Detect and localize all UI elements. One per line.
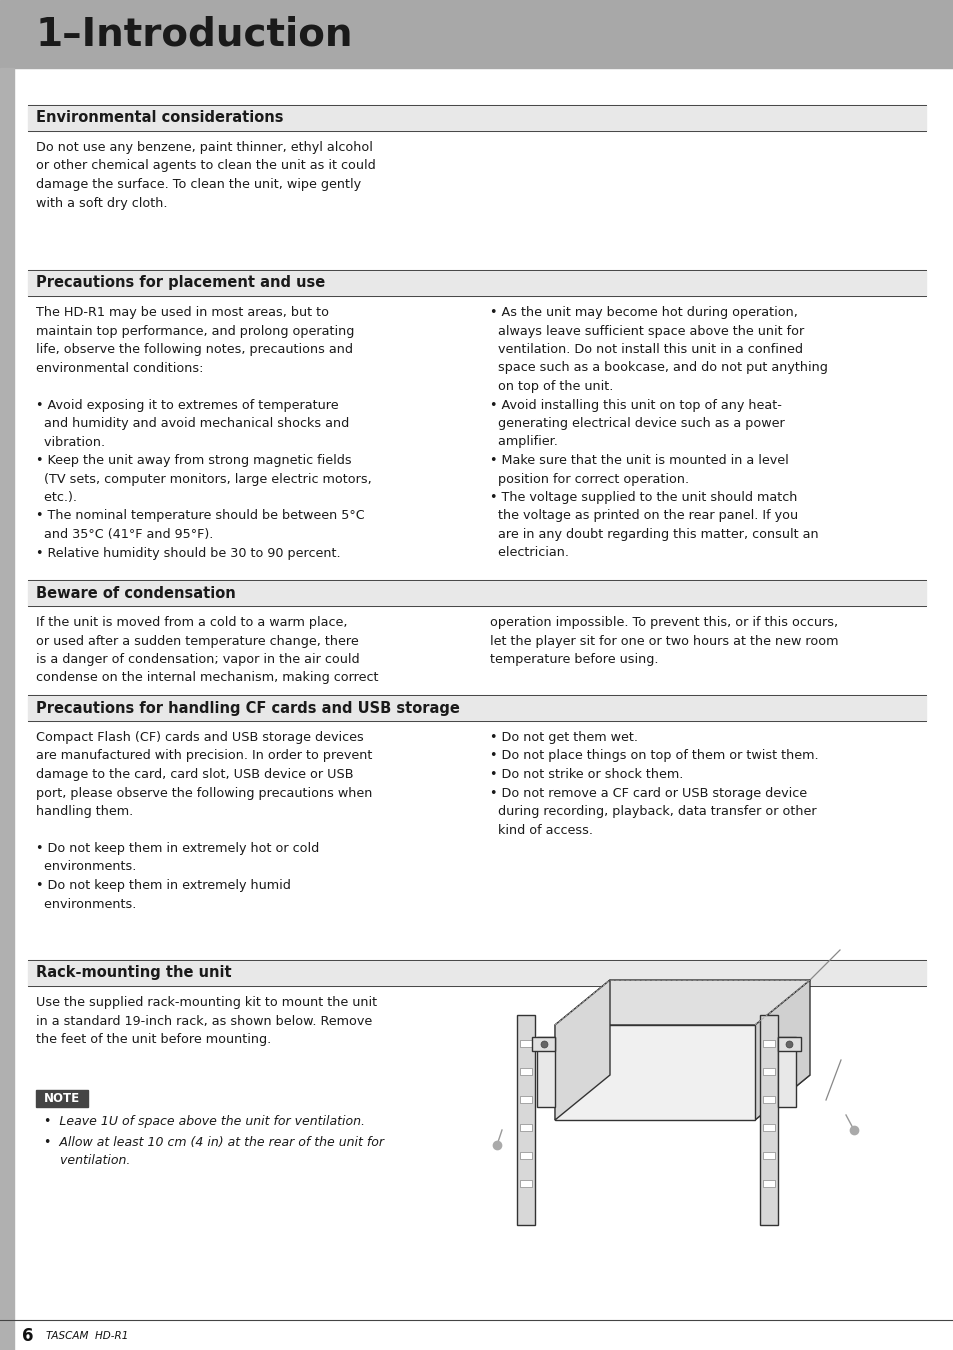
- Polygon shape: [555, 980, 809, 1025]
- Bar: [762, 1152, 774, 1160]
- Polygon shape: [555, 1025, 754, 1120]
- Bar: [28, 580, 925, 606]
- Text: Compact Flash (CF) cards and USB storage devices
are manufactured with precision: Compact Flash (CF) cards and USB storage…: [36, 730, 372, 910]
- Bar: [519, 1152, 532, 1160]
- Bar: [519, 1096, 532, 1103]
- Text: •  Leave 1U of space above the unit for ventilation.: • Leave 1U of space above the unit for v…: [44, 1115, 365, 1129]
- Bar: [762, 1040, 774, 1048]
- Bar: [519, 1180, 532, 1187]
- Bar: [0, 1320, 14, 1350]
- Bar: [778, 1037, 801, 1052]
- Text: Do not use any benzene, paint thinner, ethyl alcohol
or other chemical agents to: Do not use any benzene, paint thinner, e…: [36, 140, 375, 209]
- Bar: [0, 68, 14, 1320]
- Text: Beware of condensation: Beware of condensation: [36, 586, 235, 601]
- Bar: [762, 1125, 774, 1131]
- Text: • As the unit may become hot during operation,
  always leave sufficient space a: • As the unit may become hot during oper…: [490, 306, 827, 559]
- Text: NOTE: NOTE: [44, 1092, 80, 1106]
- Bar: [762, 1180, 774, 1187]
- Text: •  Allow at least 10 cm (4 in) at the rear of the unit for
    ventilation.: • Allow at least 10 cm (4 in) at the rea…: [44, 1135, 384, 1168]
- Bar: [519, 1040, 532, 1048]
- Text: The HD-R1 may be used in most areas, but to
maintain top performance, and prolon: The HD-R1 may be used in most areas, but…: [36, 306, 372, 559]
- Text: • Do not get them wet.
• Do not place things on top of them or twist them.
• Do : • Do not get them wet. • Do not place th…: [490, 730, 818, 837]
- Bar: [28, 695, 925, 721]
- Text: Environmental considerations: Environmental considerations: [36, 111, 283, 126]
- Bar: [519, 1125, 532, 1131]
- Bar: [519, 1068, 532, 1075]
- Bar: [28, 105, 925, 131]
- Text: operation impossible. To prevent this, or if this occurs,
let the player sit for: operation impossible. To prevent this, o…: [490, 616, 838, 666]
- Bar: [28, 270, 925, 296]
- Text: Precautions for handling CF cards and USB storage: Precautions for handling CF cards and US…: [36, 701, 459, 716]
- Text: Rack-mounting the unit: Rack-mounting the unit: [36, 965, 232, 980]
- Text: 6: 6: [22, 1327, 33, 1345]
- Bar: [28, 960, 925, 985]
- Text: TASCAM  HD-R1: TASCAM HD-R1: [46, 1331, 129, 1341]
- Polygon shape: [754, 980, 809, 1120]
- Polygon shape: [555, 980, 609, 1120]
- Bar: [537, 1037, 555, 1107]
- Bar: [762, 1096, 774, 1103]
- Bar: [762, 1068, 774, 1075]
- Bar: [36, 1089, 88, 1107]
- Text: If the unit is moved from a cold to a warm place,
or used after a sudden tempera: If the unit is moved from a cold to a wa…: [36, 616, 378, 684]
- Bar: [778, 1037, 795, 1107]
- Bar: [0, 0, 953, 68]
- Text: 1–Introduction: 1–Introduction: [36, 15, 354, 53]
- Text: Use the supplied rack-mounting kit to mount the unit
in a standard 19-inch rack,: Use the supplied rack-mounting kit to mo…: [36, 996, 376, 1046]
- Text: Precautions for placement and use: Precautions for placement and use: [36, 275, 325, 290]
- Bar: [517, 1015, 535, 1224]
- Bar: [532, 1037, 555, 1052]
- Bar: [760, 1015, 778, 1224]
- Polygon shape: [555, 1075, 809, 1120]
